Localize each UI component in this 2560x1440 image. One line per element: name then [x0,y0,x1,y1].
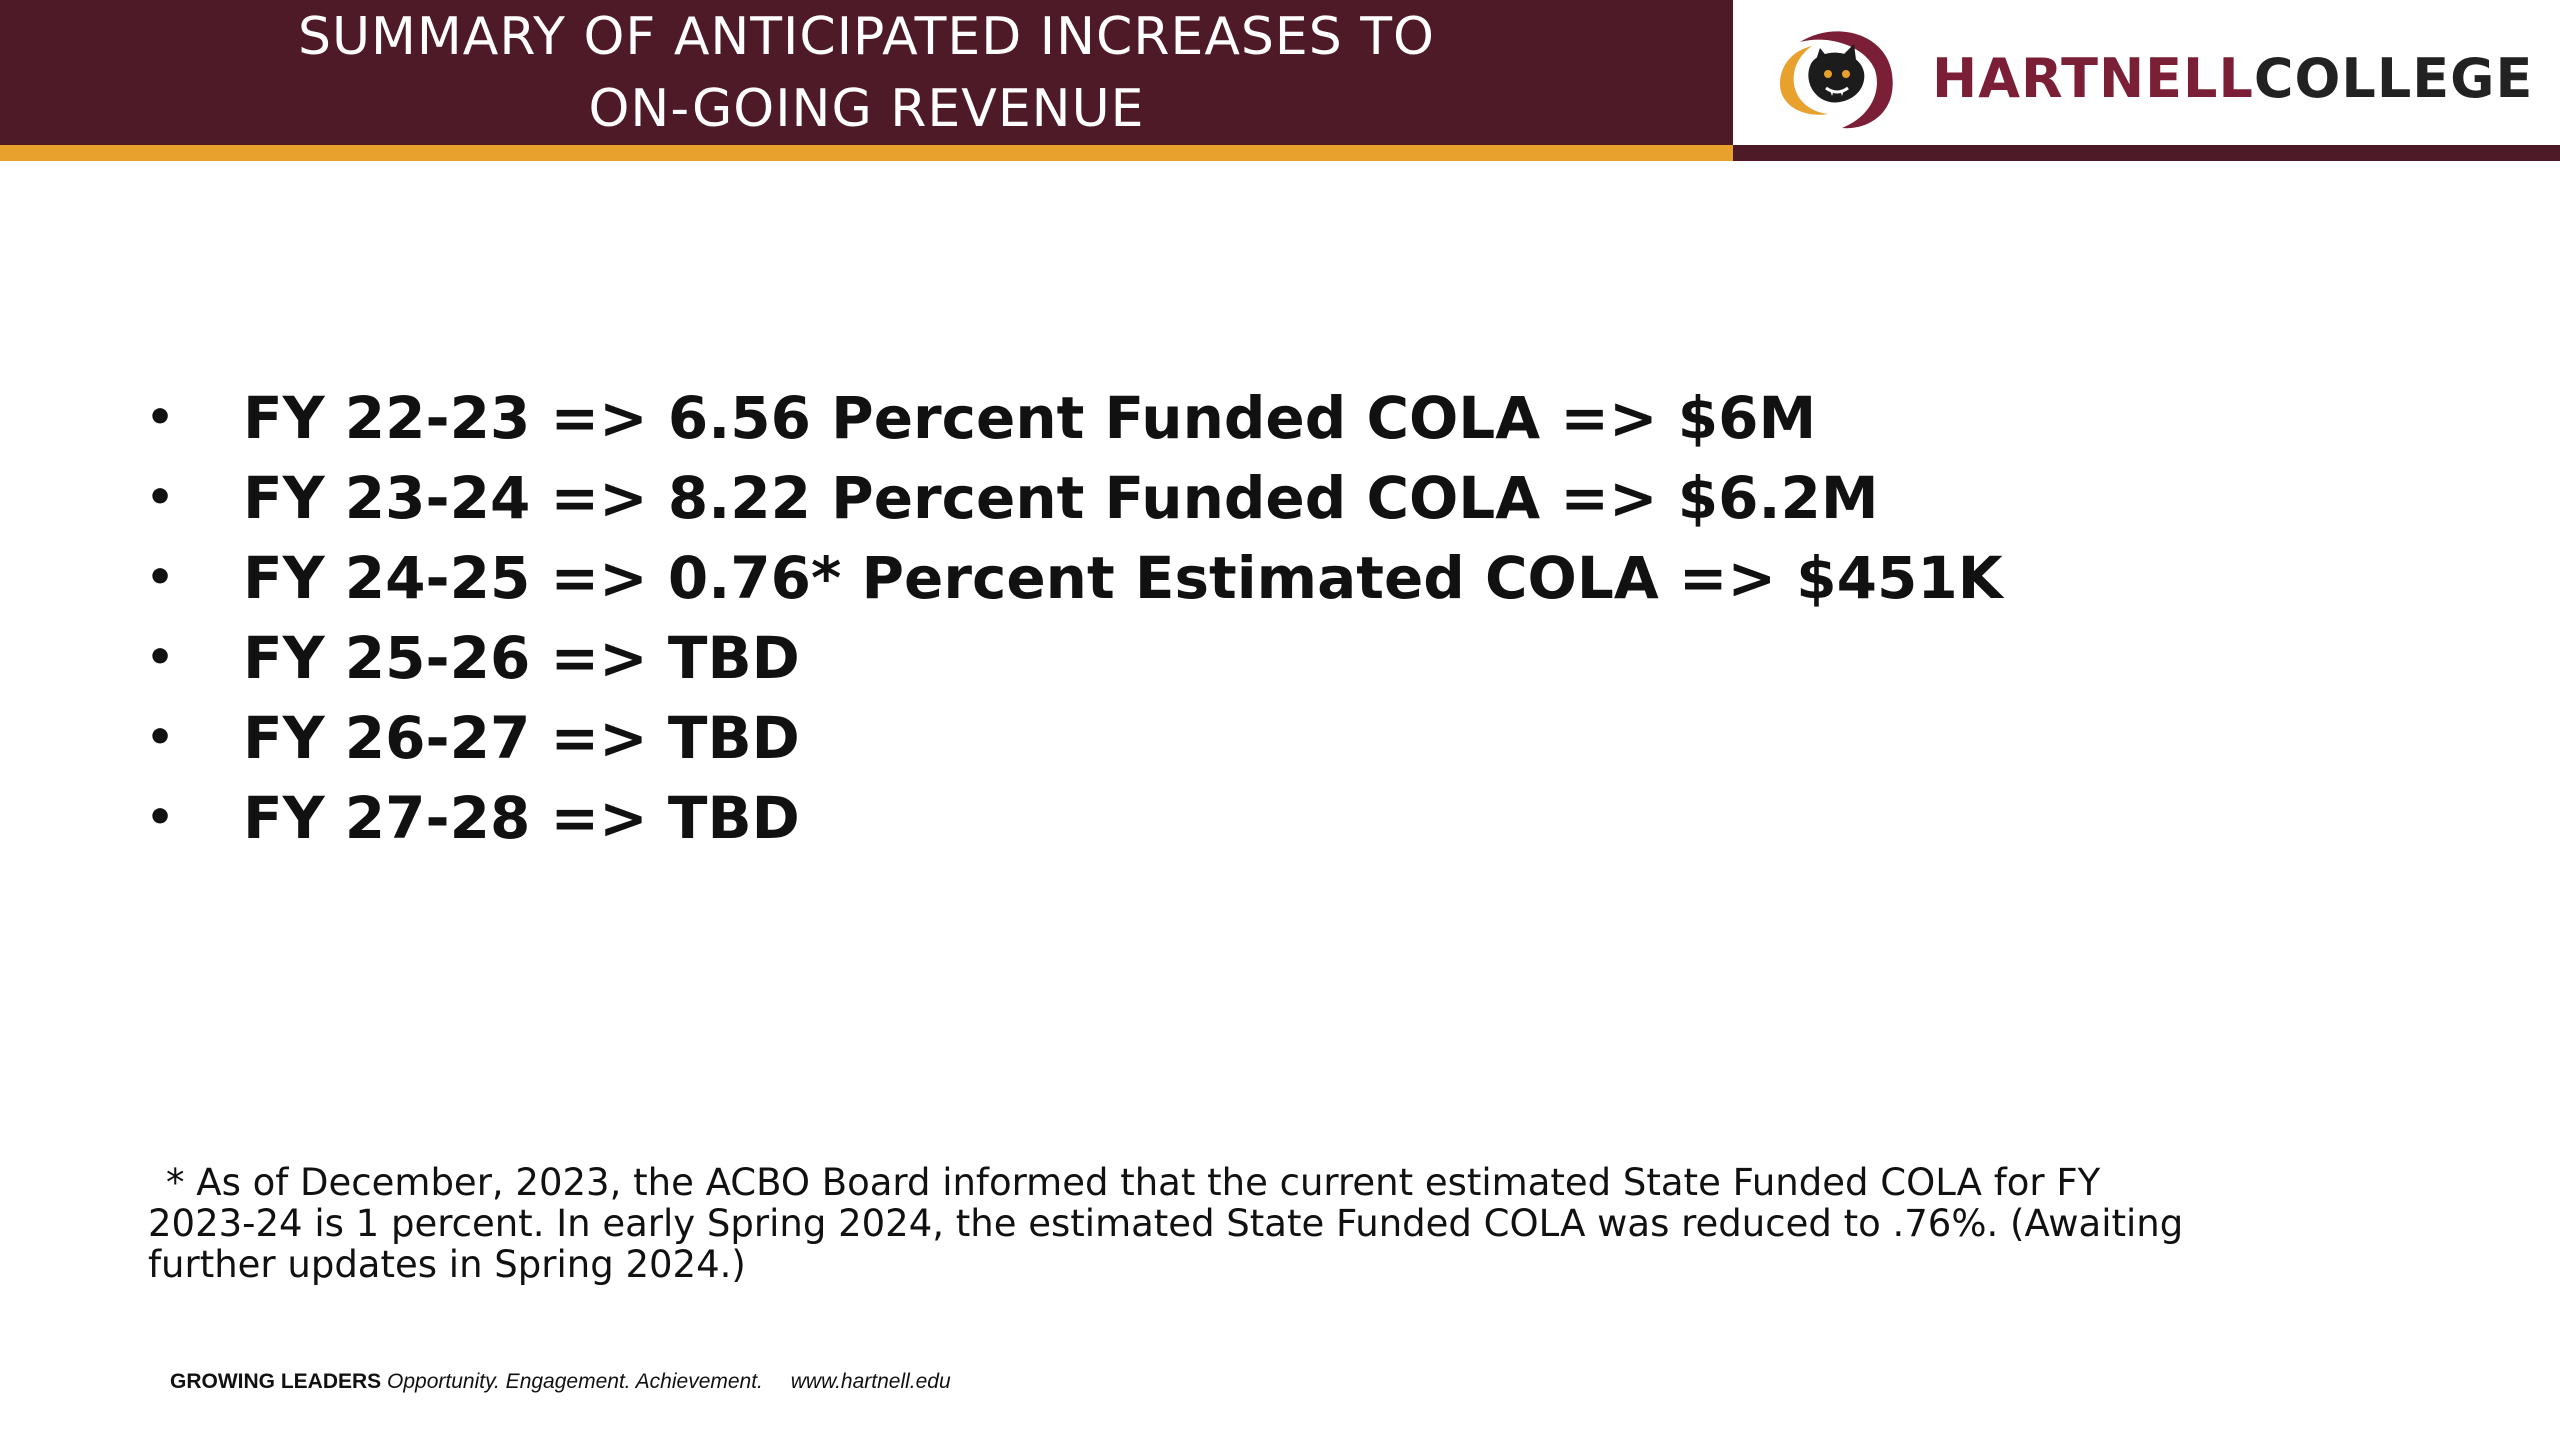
bullet-icon: • [145,392,175,443]
bullet-icon: • [145,712,175,763]
bullet-icon: • [145,472,175,523]
college-name: HARTNELLCOLLEGE [1932,47,2533,110]
bullet-icon: • [145,792,175,843]
slide-footer: GROWING LEADERS Opportunity. Engagement.… [170,1370,951,1394]
bullet-text: FY 23-24 => 8.22 Percent Funded COLA => … [243,464,1879,532]
bullet-text: FY 27-28 => TBD [243,784,800,852]
footnote-line-1: * As of December, 2023, the ACBO Board i… [166,1161,2101,1204]
slide-title-line-2: ON-GOING REVENUE [588,78,1145,139]
bullet-text: FY 26-27 => TBD [243,704,800,772]
slide-title: SUMMARY OF ANTICIPATED INCREASES TO ON-G… [0,0,1733,145]
hartnell-college-logo: HARTNELLCOLLEGE [1770,22,2540,134]
cola-footnote: * As of December, 2023, the ACBO Board i… [148,1162,2418,1285]
slide-title-line-1: SUMMARY OF ANTICIPATED INCREASES TO [297,6,1435,67]
bullet-icon: • [145,632,175,683]
footnote-line-3: further updates in Spring 2024.) [148,1243,746,1286]
college-name-part-2: COLLEGE [2253,46,2534,110]
bullet-text: FY 22-23 => 6.56 Percent Funded COLA => … [243,384,1817,452]
gold-accent-bar [0,145,1733,161]
bullet-text: FY 24-25 => 0.76* Percent Estimated COLA… [243,544,2003,612]
college-name-part-1: HARTNELL [1932,46,2254,110]
footer-tagline-bold: GROWING LEADERS [170,1370,382,1393]
maroon-accent-bar [1733,145,2560,161]
footnote-line-2: 2023-24 is 1 percent. In early Spring 20… [148,1202,2184,1245]
footer-website-link[interactable]: www.hartnell.edu [790,1370,951,1393]
panther-logo-icon [1780,31,1893,129]
bullet-icon: • [145,552,175,603]
bullet-text: FY 25-26 => TBD [243,624,800,692]
footer-tagline-italic: Opportunity. Engagement. Achievement. [387,1370,763,1393]
header-band [0,0,1733,145]
